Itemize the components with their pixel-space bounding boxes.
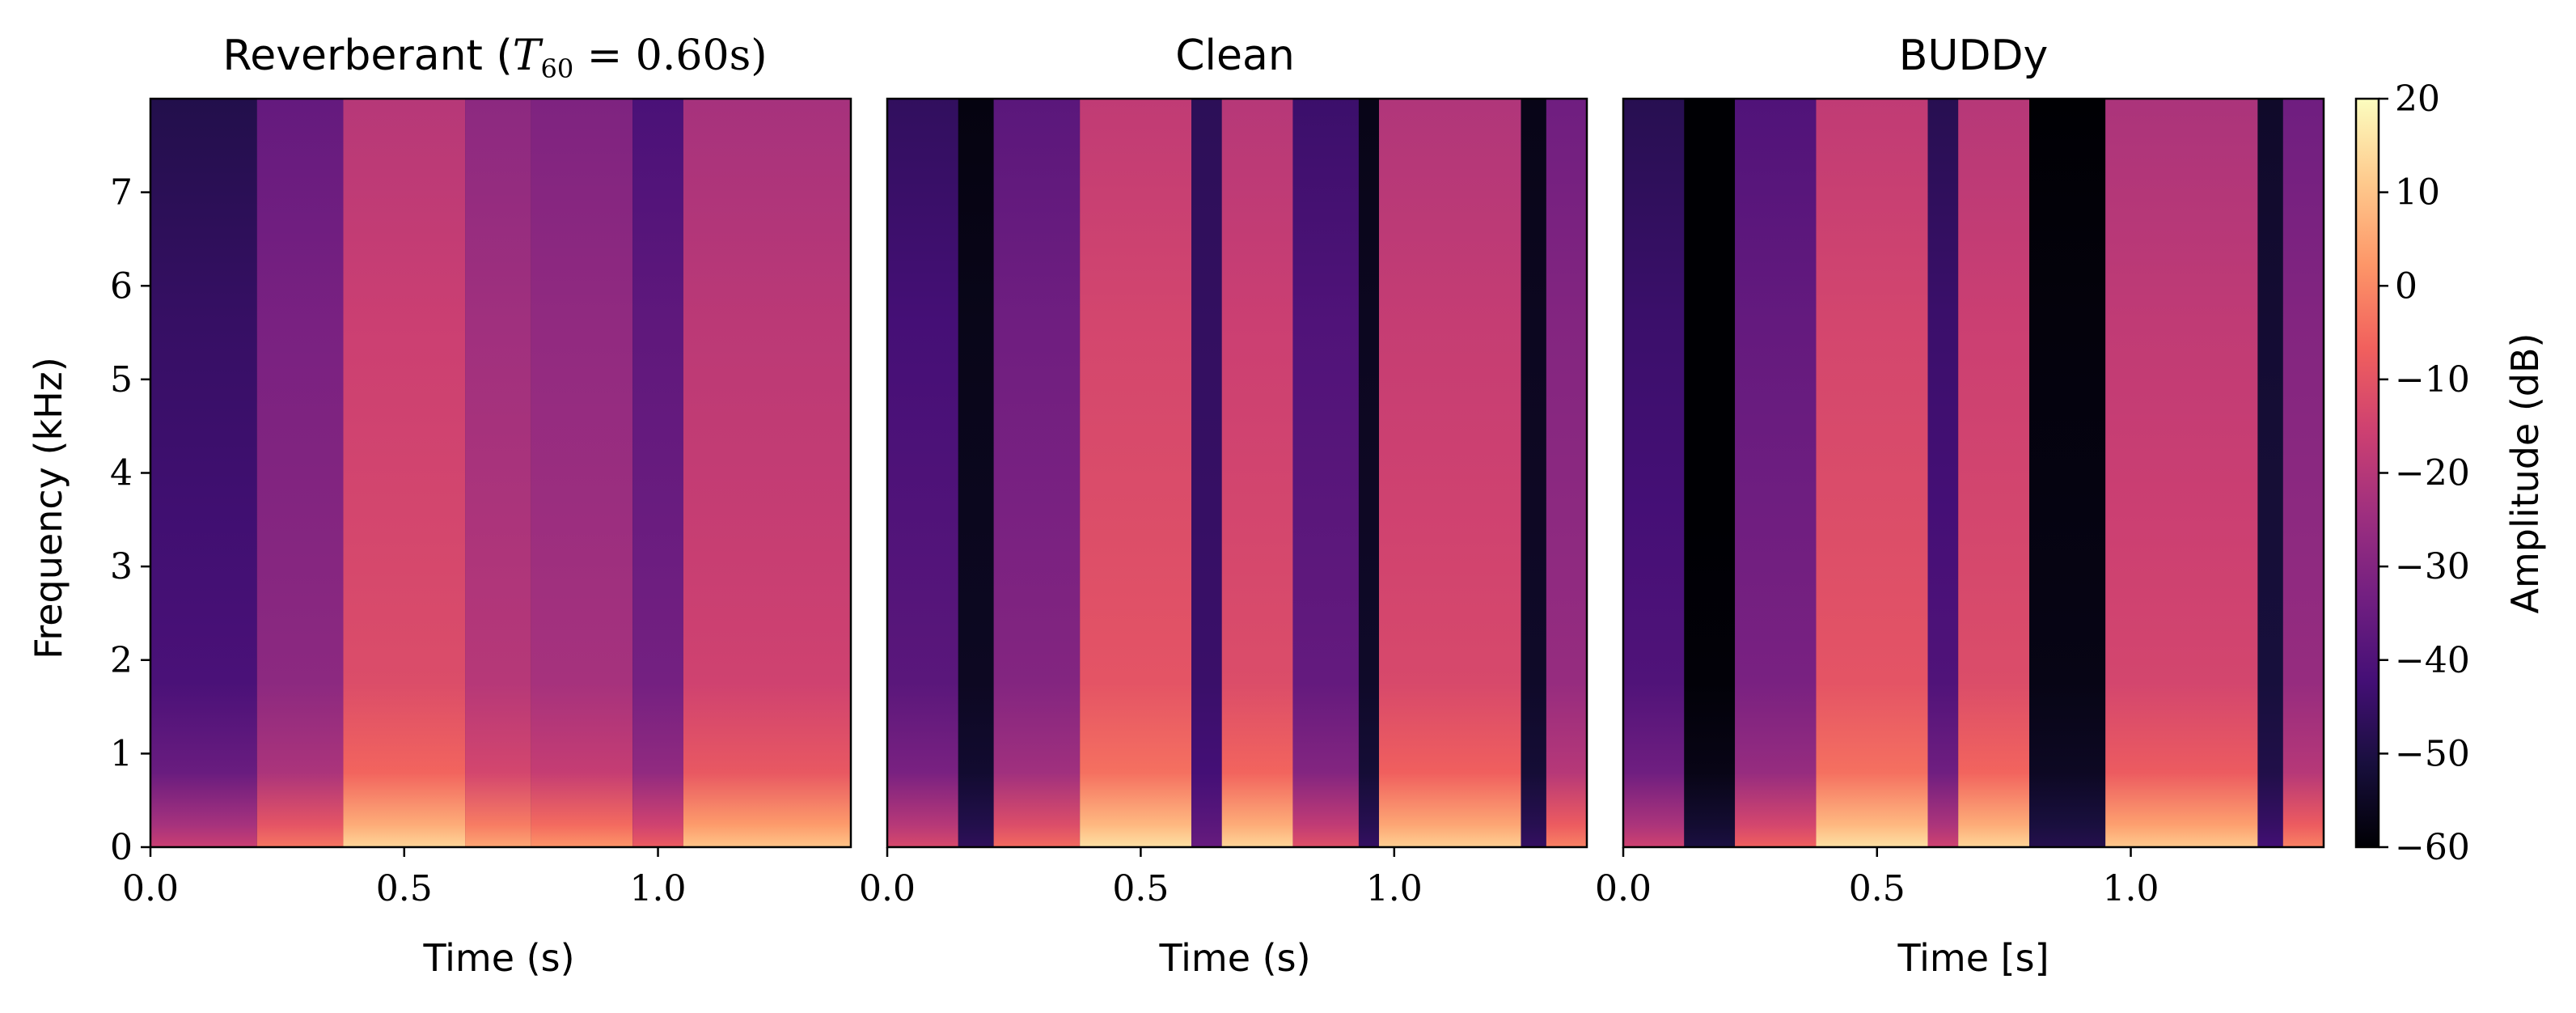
x-tick-label: 0.0 xyxy=(1595,868,1652,909)
spectrogram-segment xyxy=(683,99,851,847)
spectrogram-image xyxy=(150,99,851,847)
colorbar: 20 10 0 −10 −20 −30 −40 −50 −60 xyxy=(2354,78,2470,868)
x-tick-label: 1.0 xyxy=(1366,868,1423,909)
colorbar-tick-label: −20 xyxy=(2395,453,2470,494)
y-axis-label: Frequency (kHz) xyxy=(27,357,70,659)
y-tick-label: 1 xyxy=(110,733,133,774)
x-tick-label: 1.0 xyxy=(2103,868,2159,909)
y-tick-label: 6 xyxy=(110,265,133,307)
spectrogram-segment xyxy=(1379,99,1521,847)
spectrogram-segment xyxy=(1521,99,1546,847)
colorbar-tick-label: 10 xyxy=(2395,172,2440,214)
spectrogram-segment xyxy=(1221,99,1293,847)
x-axis-label-clean: Time (s) xyxy=(1158,936,1310,980)
spectrogram-segment xyxy=(1358,99,1380,847)
x-tick-label: 0.5 xyxy=(1849,868,1906,909)
spectrogram-segment xyxy=(465,99,531,847)
spectrogram-segment xyxy=(1191,99,1222,847)
panel-title-buddy: BUDDy xyxy=(1899,32,2049,80)
spectrogram-segment xyxy=(1623,99,1685,847)
colorbar-tick-label: −30 xyxy=(2395,546,2470,587)
panel-title-clean: Clean xyxy=(1175,32,1295,80)
colorbar-tick-label: −50 xyxy=(2395,733,2470,774)
x-tick-label: 0.5 xyxy=(1112,868,1169,909)
spectrogram-segment xyxy=(2257,99,2283,847)
y-tick-label: 3 xyxy=(110,546,133,587)
x-axis-label-buddy: Time [s] xyxy=(1897,936,2049,980)
spectrogram-segment xyxy=(1927,99,1959,847)
y-tick-label: 5 xyxy=(110,359,133,401)
spectrogram-segment xyxy=(531,99,633,847)
colorbar-tick-label: −60 xyxy=(2395,827,2470,868)
spectrogram-segment xyxy=(1958,99,2030,847)
y-tick-label: 7 xyxy=(110,172,133,214)
spectrogram-segment xyxy=(632,99,683,847)
spectrogram-segment xyxy=(1080,99,1192,847)
spectrogram-segment xyxy=(993,99,1081,847)
colorbar-tick-label: −10 xyxy=(2395,359,2470,401)
colorbar-tick-label: 20 xyxy=(2395,78,2440,120)
spectrogram-image xyxy=(1623,99,2324,847)
x-tick-label: 1.0 xyxy=(630,868,687,909)
panel-buddy: 0.0 0.5 1.0 xyxy=(1595,97,2325,909)
colorbar-tick-label: −40 xyxy=(2395,640,2470,681)
spectrogram-segment xyxy=(1684,99,1736,847)
axes-frame xyxy=(886,97,1588,849)
y-tick-label: 2 xyxy=(110,640,133,681)
panel-title-reverberant: Reverberant (T60 = 0.60s) xyxy=(222,32,767,84)
x-tick-label: 0.0 xyxy=(859,868,916,909)
spectrogram-segment xyxy=(150,99,257,847)
spectrogram-segment xyxy=(343,99,466,847)
y-tick-label: 4 xyxy=(110,453,133,494)
spectrogram-segment xyxy=(1816,99,1928,847)
axes-frame xyxy=(1622,97,2325,849)
panel-clean: 0.0 0.5 1.0 xyxy=(859,97,1588,909)
spectrogram-segment xyxy=(887,99,958,847)
spectrogram-segment xyxy=(1735,99,1817,847)
colorbar-tick-label: 0 xyxy=(2395,265,2417,307)
panel-reverberant: 0.0 0.5 1.0 0 1 2 3 4 5 6 7 xyxy=(110,97,852,909)
spectrogram-segment xyxy=(256,99,344,847)
x-axis-label-reverberant: Time (s) xyxy=(422,936,574,980)
spectrogram-segment xyxy=(2105,99,2258,847)
spectrogram-segment xyxy=(2029,99,2106,847)
spectrogram-segment xyxy=(1546,99,1587,847)
colorbar-label: Amplitude (dB) xyxy=(2503,333,2547,614)
colorbar-gradient xyxy=(2356,99,2379,847)
x-tick-label: 0.0 xyxy=(122,868,179,909)
x-tick-label: 0.5 xyxy=(376,868,433,909)
y-tick-label: 0 xyxy=(110,827,133,868)
spectrogram-segment xyxy=(2282,99,2324,847)
spectrogram-segment xyxy=(958,99,994,847)
spectrogram-segment xyxy=(1292,99,1359,847)
spectrogram-image xyxy=(887,99,1587,847)
